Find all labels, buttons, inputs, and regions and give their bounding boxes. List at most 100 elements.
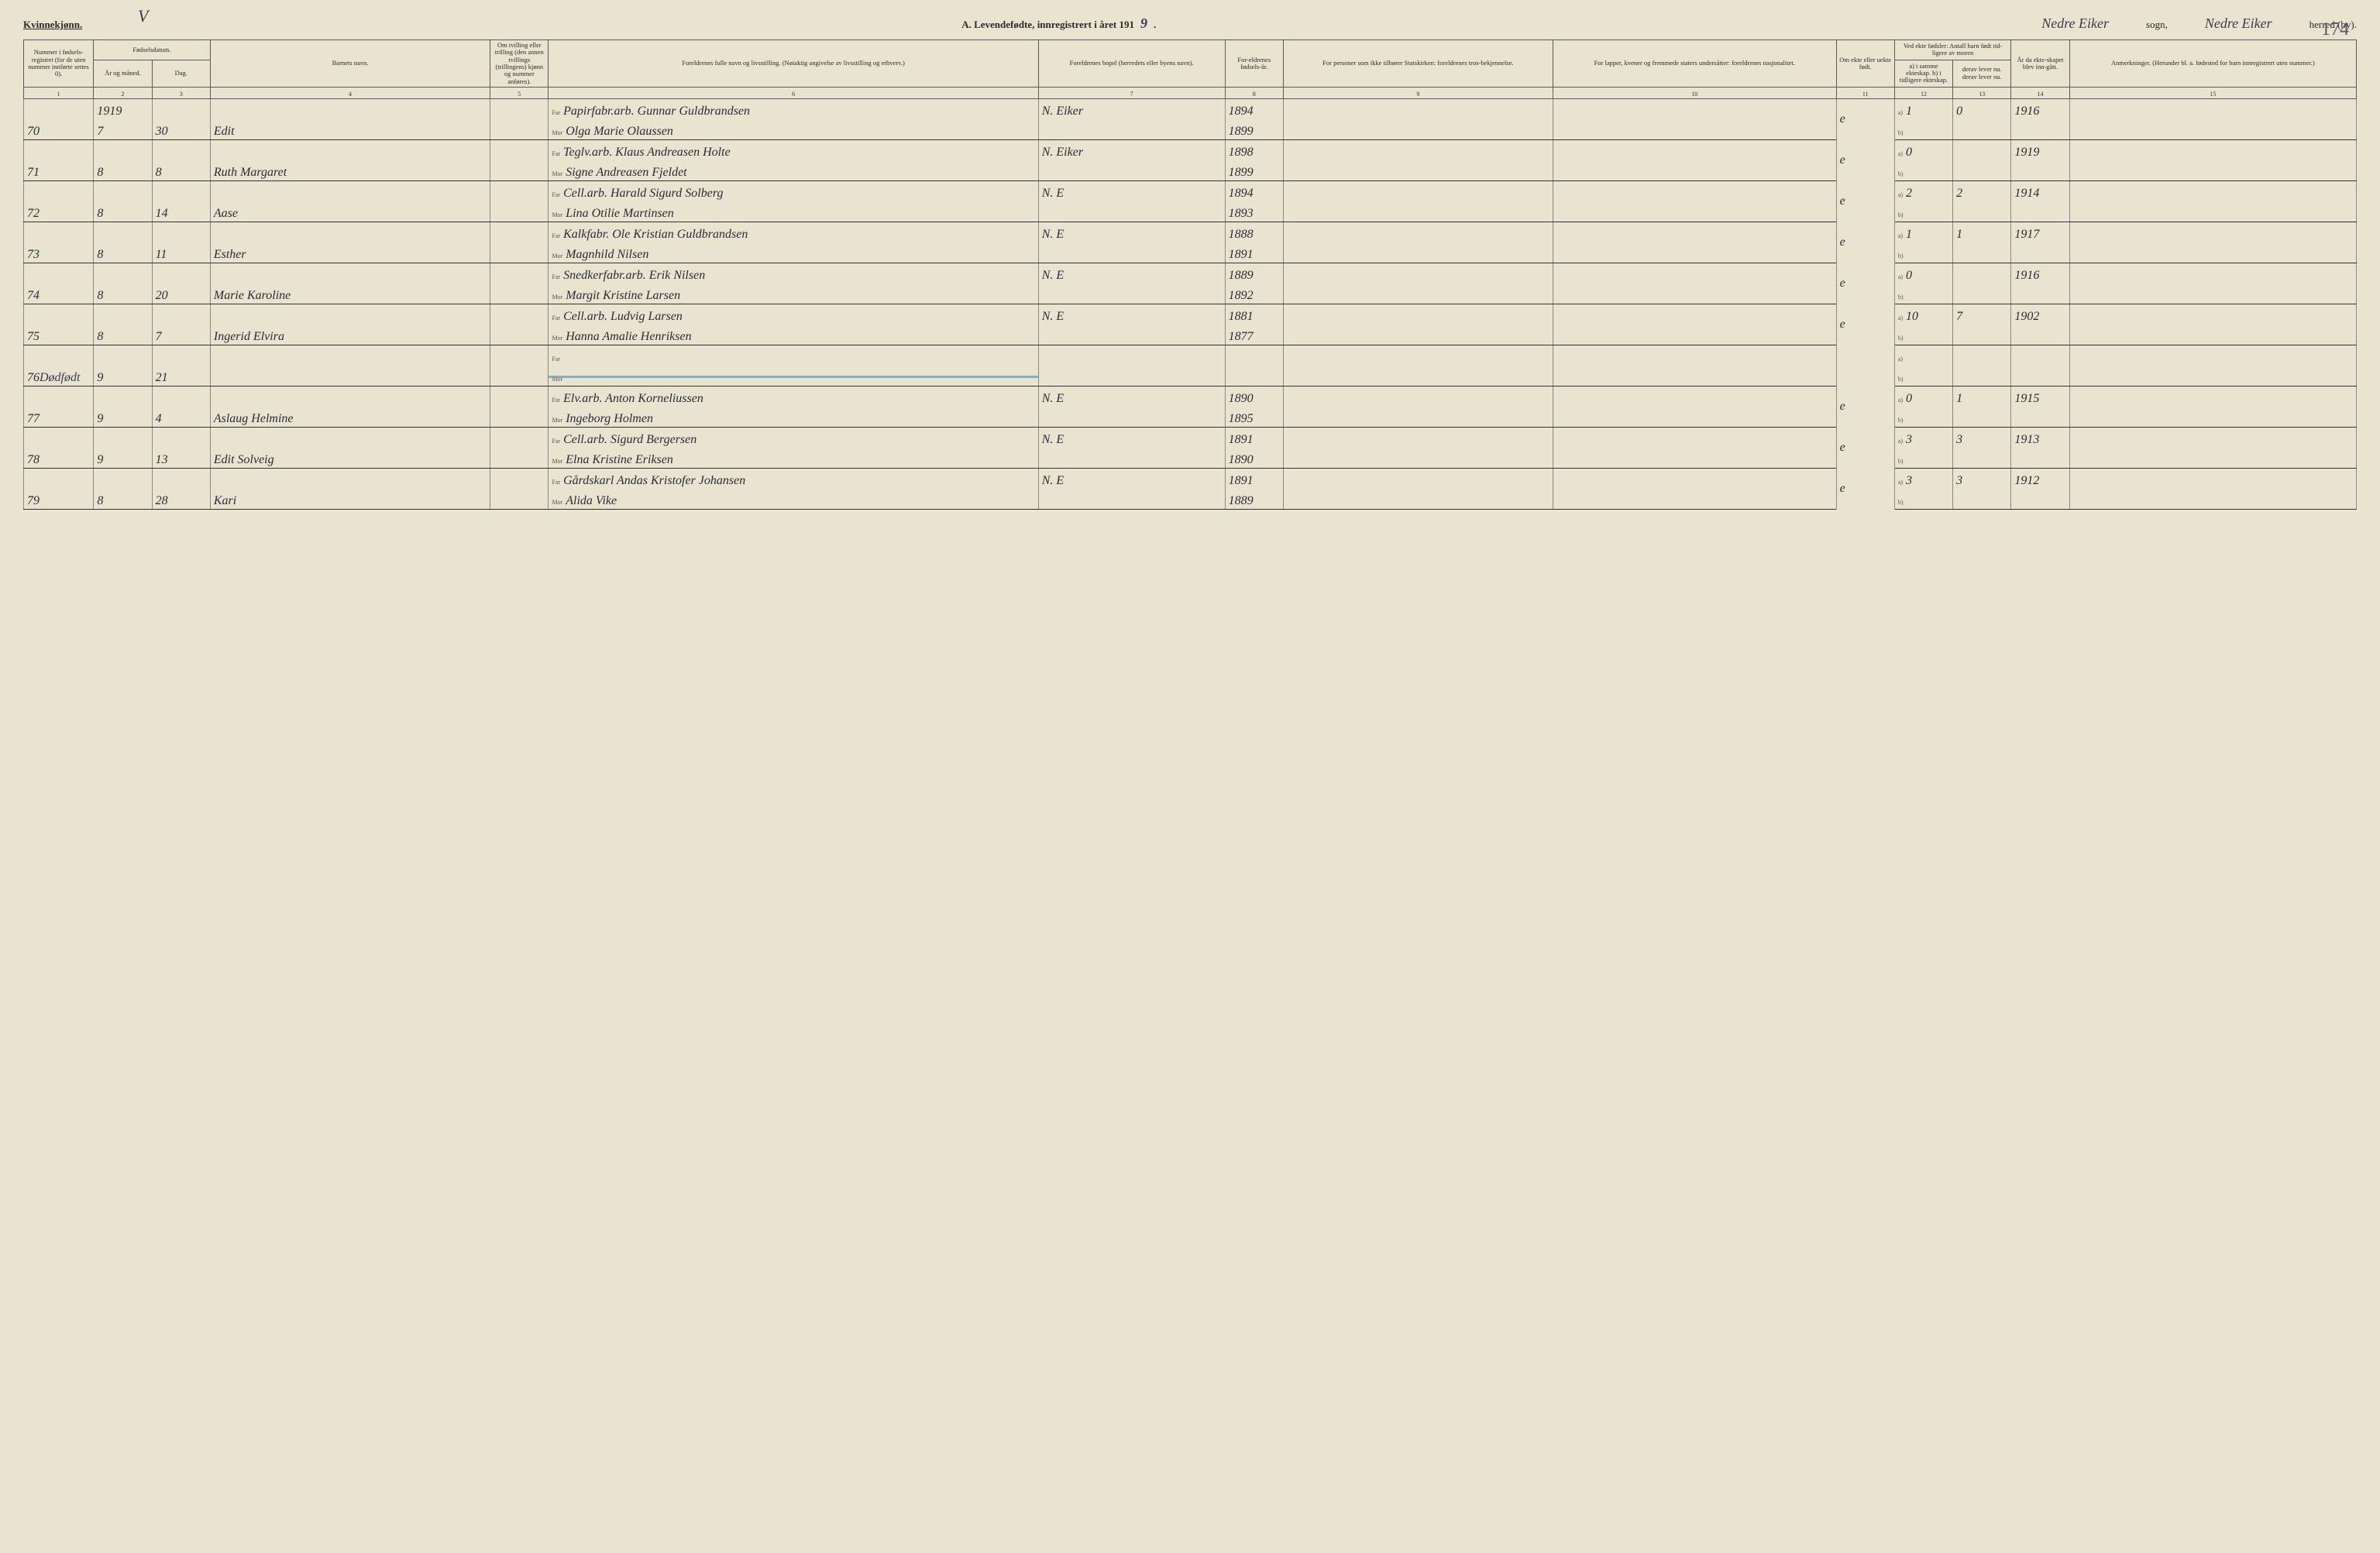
cell-empty bbox=[1553, 428, 1836, 448]
table-row-far: FarCell.arb. Ludvig LarsenN. E1881ea) 10… bbox=[24, 304, 2357, 325]
cell-month: 9 bbox=[94, 448, 152, 469]
cell-mor-year: 1899 bbox=[1225, 160, 1283, 181]
cell-14: 1914 bbox=[2011, 181, 2069, 202]
cell-day: 30 bbox=[152, 119, 210, 140]
column-number-row: 1 2 3 4 5 6 7 8 9 10 11 12 13 14 15 bbox=[24, 88, 2357, 99]
cell-empty bbox=[2069, 489, 2356, 510]
cell-15 bbox=[2069, 99, 2356, 120]
col-13-header: derav lever nu. derav lever nu. bbox=[1953, 60, 2011, 88]
cell-empty bbox=[152, 263, 210, 284]
cell-14 bbox=[2011, 345, 2069, 366]
cell-empty bbox=[2069, 242, 2356, 263]
cell-year-top bbox=[94, 222, 152, 243]
cell-far: FarCell.arb. Ludvig Larsen bbox=[549, 304, 1038, 325]
cell-num: Dødfødt76 bbox=[24, 366, 94, 387]
cell-far: FarTeglv.arb. Klaus Andreasen Holte bbox=[549, 140, 1038, 161]
cell-name: Aase bbox=[210, 201, 490, 222]
cell-12a: a) 2 bbox=[1894, 181, 1952, 202]
cell-empty bbox=[2069, 201, 2356, 222]
cell-empty bbox=[1553, 366, 1836, 387]
cell-13b bbox=[1953, 242, 2011, 263]
cell-empty bbox=[2069, 366, 2356, 387]
cell-empty bbox=[2011, 489, 2069, 510]
cell-empty bbox=[2069, 407, 2356, 428]
cell-mor-year: 1889 bbox=[1225, 489, 1283, 510]
cell-empty bbox=[210, 469, 490, 490]
cell-ekte: e bbox=[1836, 140, 1894, 181]
table-row-mor: 70730EditMorOlga Marie Olaussen1899b) bbox=[24, 119, 2357, 140]
cell-12b: b) bbox=[1894, 283, 1952, 304]
table-row-mor: 72814AaseMorLina Otilie Martinsen1893b) bbox=[24, 201, 2357, 222]
cell-year-top bbox=[94, 140, 152, 161]
cell-empty bbox=[1283, 448, 1553, 469]
cell-empty bbox=[1553, 263, 1836, 284]
cell-empty bbox=[1283, 140, 1553, 161]
cell-name: Kari bbox=[210, 489, 490, 510]
cell-empty bbox=[490, 469, 549, 490]
page-number: 174 bbox=[2321, 19, 2349, 40]
cell-empty bbox=[490, 325, 549, 345]
cell-ekte: e bbox=[1836, 222, 1894, 263]
cell-empty bbox=[210, 387, 490, 407]
cell-empty bbox=[1283, 283, 1553, 304]
cell-mor: Mor bbox=[549, 366, 1038, 387]
table-row-far: FarCell.arb. Sigurd BergersenN. E1891ea)… bbox=[24, 428, 2357, 448]
cell-num: 75 bbox=[24, 325, 94, 345]
col-8-header: For-eldrenes fødsels-år. bbox=[1225, 40, 1283, 88]
col-12-13-group: Ved ekte fødsler: Antall barn født tid-l… bbox=[1894, 40, 2011, 60]
cell-13a bbox=[1953, 140, 2011, 161]
cell-far-year: 1890 bbox=[1225, 387, 1283, 407]
cell-empty bbox=[1553, 448, 1836, 469]
cell-empty bbox=[1038, 448, 1225, 469]
cell-num bbox=[24, 181, 94, 202]
table-body: 1919FarPapirfabr.arb. Gunnar Guldbrandse… bbox=[24, 99, 2357, 510]
cell-12a: a) 0 bbox=[1894, 387, 1952, 407]
colnum: 15 bbox=[2069, 88, 2356, 99]
cell-far-year: 1888 bbox=[1225, 222, 1283, 243]
cell-empty bbox=[490, 428, 549, 448]
cell-empty bbox=[152, 428, 210, 448]
cell-13b bbox=[1953, 366, 2011, 387]
col-5-header: Om tvilling eller trilling (den annen tv… bbox=[490, 40, 549, 88]
cell-empty bbox=[1553, 242, 1836, 263]
cell-month: 8 bbox=[94, 242, 152, 263]
cell-year-top bbox=[94, 387, 152, 407]
cell-12b: b) bbox=[1894, 448, 1952, 469]
cell-name: Ingerid Elvira bbox=[210, 325, 490, 345]
cell-mor: MorAlida Vike bbox=[549, 489, 1038, 510]
cell-13a: 7 bbox=[1953, 304, 2011, 325]
cell-14: 1919 bbox=[2011, 140, 2069, 161]
cell-empty bbox=[2011, 366, 2069, 387]
colnum: 13 bbox=[1953, 88, 2011, 99]
cell-empty bbox=[1038, 366, 1225, 387]
cell-15 bbox=[2069, 345, 2356, 366]
cell-empty bbox=[490, 242, 549, 263]
cell-13a: 0 bbox=[1953, 99, 2011, 120]
cell-mor-year: 1891 bbox=[1225, 242, 1283, 263]
cell-empty bbox=[1553, 345, 1836, 366]
cell-empty bbox=[490, 119, 549, 140]
cell-empty bbox=[1553, 181, 1836, 202]
cell-13a: 2 bbox=[1953, 181, 2011, 202]
cell-13a: 1 bbox=[1953, 387, 2011, 407]
cell-mor-year: 1895 bbox=[1225, 407, 1283, 428]
cell-ekte: e bbox=[1836, 469, 1894, 510]
title-prefix: A. Levendefødte, innregistrert i året 19… bbox=[961, 19, 1134, 30]
cell-ekte: e bbox=[1836, 263, 1894, 304]
colnum: 14 bbox=[2011, 88, 2069, 99]
cell-far-year: 1891 bbox=[1225, 469, 1283, 490]
cell-empty bbox=[152, 304, 210, 325]
cell-14: 1902 bbox=[2011, 304, 2069, 325]
table-row-mor: 73811EstherMorMagnhild Nilsen1891b) bbox=[24, 242, 2357, 263]
cell-num bbox=[24, 99, 94, 120]
cell-empty bbox=[210, 140, 490, 161]
cell-14: 1916 bbox=[2011, 263, 2069, 284]
cell-empty bbox=[1038, 119, 1225, 140]
table-row-far: FarElv.arb. Anton KorneliussenN. E1890ea… bbox=[24, 387, 2357, 407]
cell-12b: b) bbox=[1894, 119, 1952, 140]
cell-far-year: 1894 bbox=[1225, 99, 1283, 120]
cell-empty bbox=[210, 428, 490, 448]
col-15-header: Anmerkninger. (Herunder bl. a. fødested … bbox=[2069, 40, 2356, 88]
cell-empty bbox=[1038, 489, 1225, 510]
cell-num: 77 bbox=[24, 407, 94, 428]
